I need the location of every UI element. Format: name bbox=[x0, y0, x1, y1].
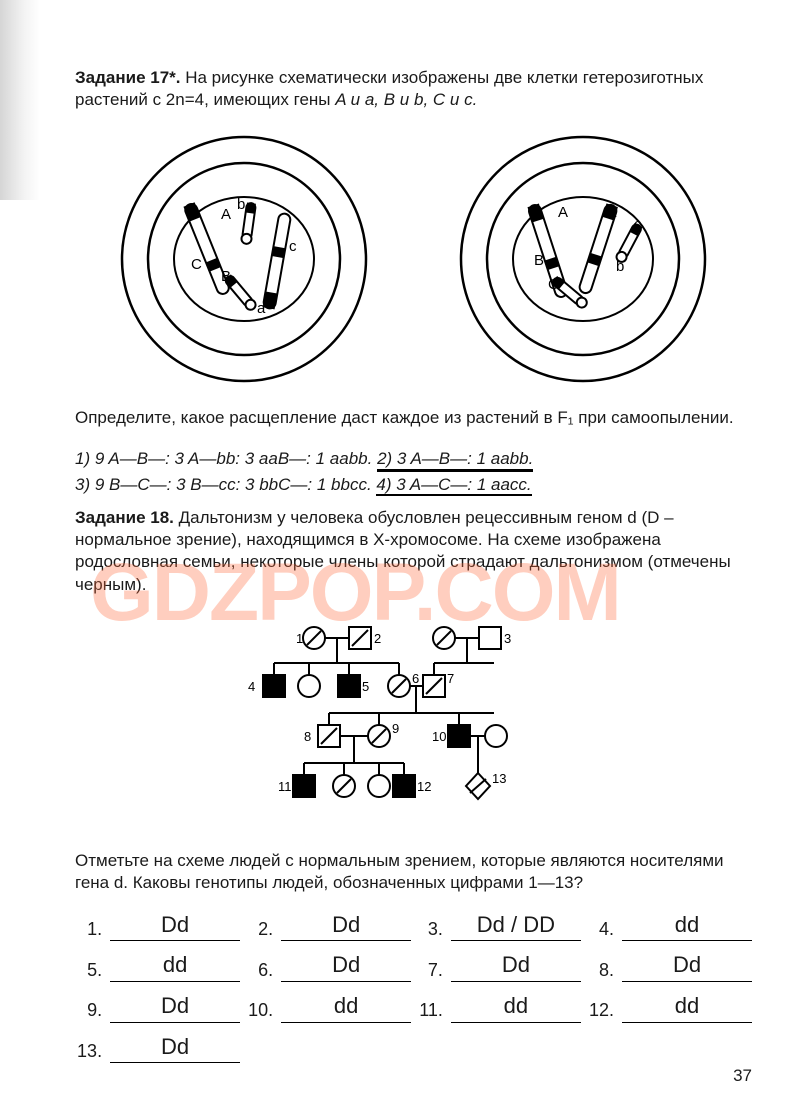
label2-B: B bbox=[534, 252, 544, 269]
label-B: B bbox=[221, 268, 231, 285]
label-b: b bbox=[237, 196, 245, 213]
geno-6: Dd bbox=[281, 951, 411, 982]
num-11: 11. bbox=[417, 999, 445, 1022]
answer-4: 4) 3 A—C—: 1 aacc. bbox=[376, 475, 531, 496]
cell-diagram-1: A C c b B a bbox=[109, 129, 379, 389]
geno-1: Dd bbox=[110, 911, 240, 942]
geno-9: Dd bbox=[110, 992, 240, 1023]
geno-10: dd bbox=[281, 992, 411, 1023]
task17-answers: 1) 9 A—B—: 3 A—bb: 3 aaB—: 1 aabb. 2) 3 … bbox=[75, 446, 752, 497]
genotype-answers: 1. Dd 2. Dd 3. Dd / DD 4. dd 5. dd 6. Dd… bbox=[75, 911, 752, 1063]
task18-title: Задание 18. Дальтонизм у человека обусло… bbox=[75, 507, 752, 595]
task17-title: Задание 17*. На рисунке схематически изо… bbox=[75, 67, 752, 111]
label-c: c bbox=[289, 238, 297, 255]
svg-text:7: 7 bbox=[447, 671, 454, 686]
task17-question: Определите, какое расщепление даст каждо… bbox=[75, 407, 752, 429]
num-5: 5. bbox=[75, 959, 104, 982]
answer-1: 1) 9 A—B—: 3 A—bb: 3 aaB—: 1 aabb. bbox=[75, 449, 377, 468]
num-3: 3. bbox=[417, 918, 445, 941]
geno-7: Dd bbox=[451, 951, 581, 982]
geno-12: dd bbox=[622, 992, 752, 1023]
num-12: 12. bbox=[587, 999, 616, 1022]
answer-3: 3) 9 B—C—: 3 B—cc: 3 bbC—: 1 bbcc. bbox=[75, 475, 376, 494]
svg-text:3: 3 bbox=[504, 631, 511, 646]
num-9: 9. bbox=[75, 999, 104, 1022]
label2-C: C bbox=[548, 276, 559, 293]
svg-text:10: 10 bbox=[432, 729, 446, 744]
label-C: C bbox=[191, 256, 202, 273]
geno-2: Dd bbox=[281, 911, 411, 942]
svg-text:8: 8 bbox=[304, 729, 311, 744]
page-binding-shadow bbox=[0, 0, 40, 200]
num-6: 6. bbox=[246, 959, 275, 982]
pedigree-diagram: 1 2 3 4 5 6 7 bbox=[75, 613, 752, 833]
svg-text:11: 11 bbox=[278, 779, 292, 794]
svg-text:6: 6 bbox=[412, 671, 419, 686]
label2-A: A bbox=[558, 204, 568, 221]
num-8: 8. bbox=[587, 959, 616, 982]
geno-5: dd bbox=[110, 951, 240, 982]
num-1: 1. bbox=[75, 918, 104, 941]
label2-a: a bbox=[608, 204, 617, 221]
num-7: 7. bbox=[417, 959, 445, 982]
geno-13: Dd bbox=[110, 1033, 240, 1064]
task17-genes: A и a, B и b, C и c. bbox=[335, 90, 477, 109]
svg-text:13: 13 bbox=[492, 771, 506, 786]
page-number: 37 bbox=[733, 1065, 752, 1087]
geno-8: Dd bbox=[622, 951, 752, 982]
label-A: A bbox=[221, 206, 231, 223]
num-10: 10. bbox=[246, 999, 275, 1022]
geno-4: dd bbox=[622, 911, 752, 942]
svg-text:5: 5 bbox=[362, 679, 369, 694]
task18-question: Отметьте на схеме людей с нормальным зре… bbox=[75, 850, 752, 894]
num-2: 2. bbox=[246, 918, 275, 941]
label2-c: c bbox=[634, 216, 642, 233]
geno-3: Dd / DD bbox=[451, 911, 581, 942]
geno-11: dd bbox=[451, 992, 581, 1023]
num-13: 13. bbox=[75, 1040, 104, 1063]
svg-text:2: 2 bbox=[374, 631, 381, 646]
task17-label: Задание 17*. bbox=[75, 68, 181, 87]
svg-text:9: 9 bbox=[392, 721, 399, 736]
cell-diagram-2: A B a c b C bbox=[448, 129, 718, 389]
svg-text:1: 1 bbox=[296, 631, 303, 646]
label2-b: b bbox=[616, 258, 624, 275]
task18-label: Задание 18. bbox=[75, 508, 174, 527]
cell-diagrams-row: A C c b B a bbox=[75, 129, 752, 389]
svg-text:12: 12 bbox=[417, 779, 431, 794]
answer-2: 2) 3 A—B—: 1 aabb. bbox=[377, 449, 533, 472]
svg-text:4: 4 bbox=[248, 679, 255, 694]
task18-text: Дальтонизм у человека обусловлен рецесси… bbox=[75, 508, 731, 593]
num-4: 4. bbox=[587, 918, 616, 941]
label-a: a bbox=[257, 300, 266, 317]
